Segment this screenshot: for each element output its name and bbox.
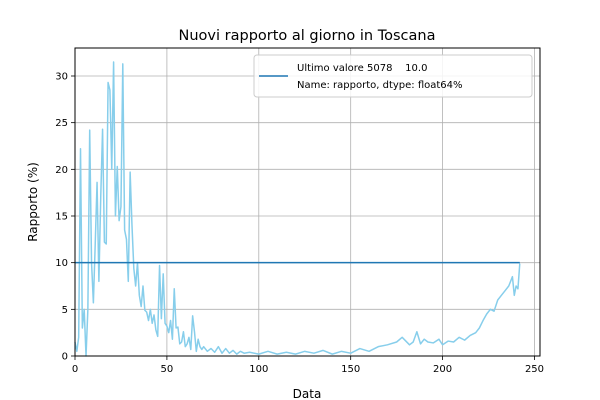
y-tick-label: 10 bbox=[55, 258, 68, 269]
y-tick-label: 0 bbox=[62, 352, 68, 363]
y-tick-label: 5 bbox=[62, 305, 68, 316]
x-tick-label: 100 bbox=[249, 364, 268, 375]
axis-ticks: 0 50 100 150 200 250 0 5 10 15 20 25 30 bbox=[55, 72, 544, 376]
x-tick-label: 150 bbox=[341, 364, 360, 375]
x-axis-label: Data bbox=[293, 387, 322, 400]
y-tick-label: 30 bbox=[55, 72, 68, 83]
y-axis-label: Rapporto (%) bbox=[26, 162, 40, 242]
series-line-rapporto bbox=[74, 61, 521, 357]
legend-entry-1: Ultimo valore 5078 10.0 bbox=[297, 63, 427, 74]
plot-frame bbox=[74, 47, 541, 357]
y-tick-label: 20 bbox=[55, 165, 68, 176]
x-tick-label: 50 bbox=[161, 364, 174, 375]
legend-entry-2: Name: rapporto, dtype: float64% bbox=[297, 80, 463, 91]
plot-lines bbox=[74, 61, 521, 357]
legend: Ultimo valore 5078 10.0 Name: rapporto, … bbox=[253, 54, 533, 98]
y-tick-label: 25 bbox=[55, 118, 68, 129]
legend-box bbox=[253, 54, 533, 98]
x-tick-label: 250 bbox=[525, 364, 544, 375]
x-tick-label: 200 bbox=[433, 364, 452, 375]
y-tick-label: 15 bbox=[55, 212, 68, 223]
x-tick-label: 0 bbox=[72, 364, 78, 375]
chart-title: Nuovi rapporto al giorno in Toscana bbox=[179, 28, 436, 44]
